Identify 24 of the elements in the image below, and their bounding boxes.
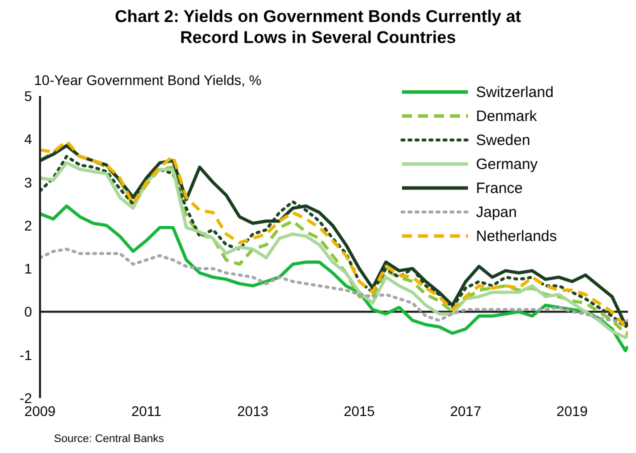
legend-label: Germany	[476, 156, 538, 172]
y-tick-label: 5	[24, 88, 32, 104]
line-series	[40, 204, 628, 352]
y-tick-label: 4	[24, 131, 32, 148]
y-tick-label: 2	[24, 217, 32, 234]
x-tick-label: 2013	[237, 402, 269, 419]
y-tick-label: -1	[20, 346, 32, 363]
y-axis-title: 10-Year Government Bond Yields, %	[34, 72, 262, 88]
legend-label: France	[476, 180, 523, 196]
y-tick-label: 0	[24, 304, 32, 320]
x-tick-label: 2017	[450, 402, 482, 419]
x-tick-label: 2015	[344, 402, 376, 419]
x-tick-label: 2011	[131, 402, 162, 419]
legend-label: Netherlands	[476, 228, 557, 244]
y-tick-label: 1	[24, 260, 32, 277]
legend-label: Denmark	[476, 108, 537, 124]
x-tick-label: 2019	[556, 402, 588, 419]
line-series	[40, 248, 628, 324]
source-note: Source: Central Banks	[54, 433, 164, 445]
legend-label: Switzerland	[476, 84, 554, 100]
legend-label: Japan	[476, 204, 517, 220]
chart-title: Chart 2: Yields on Government Bonds Currently at Record Lows in Several Countries	[114, 6, 522, 48]
legend-label: Sweden	[476, 132, 530, 148]
y-tick-label: 3	[24, 174, 32, 190]
